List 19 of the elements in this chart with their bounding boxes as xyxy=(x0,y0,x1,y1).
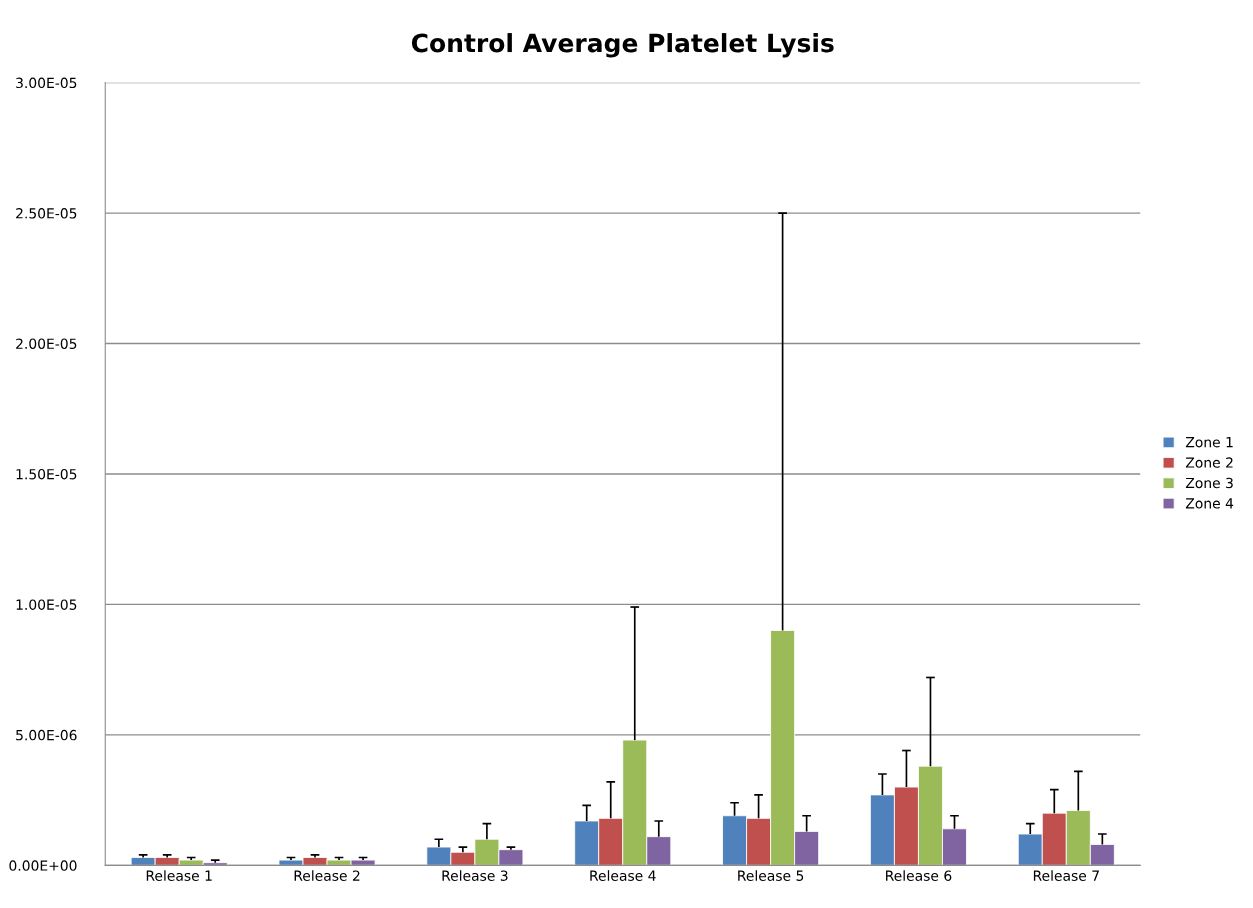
legend-label: Zone 3 xyxy=(1185,477,1233,489)
y-tick-label: 3.00E-05 xyxy=(16,77,77,89)
y-tick-label: 2.50E-05 xyxy=(16,208,77,219)
x-tick-label: Release 4 xyxy=(590,870,656,881)
legend-label: Zone 4 xyxy=(1185,498,1234,509)
x-tick-label: Release 1 xyxy=(146,870,212,881)
x-tick-label: Release 3 xyxy=(442,870,508,881)
legend-label: Zone 1 xyxy=(1185,437,1233,448)
y-tick-label: 2.00E-05 xyxy=(16,338,77,349)
y-tick-label: 1.00E-05 xyxy=(16,599,77,610)
y-tick-label: 5.00E-06 xyxy=(16,729,77,741)
x-tick-label: Release 6 xyxy=(886,870,952,881)
x-tick-label: Release 2 xyxy=(294,870,360,881)
y-tick-label: 0.00E+00 xyxy=(9,860,77,871)
x-tick-label: Release 5 xyxy=(738,870,804,881)
x-tick-label: Release 7 xyxy=(1033,870,1099,881)
y-tick-label: 1.50E-05 xyxy=(16,468,77,480)
chart-title: Control Average Platelet Lysis xyxy=(411,33,834,58)
legend-label: Zone 2 xyxy=(1185,457,1233,468)
